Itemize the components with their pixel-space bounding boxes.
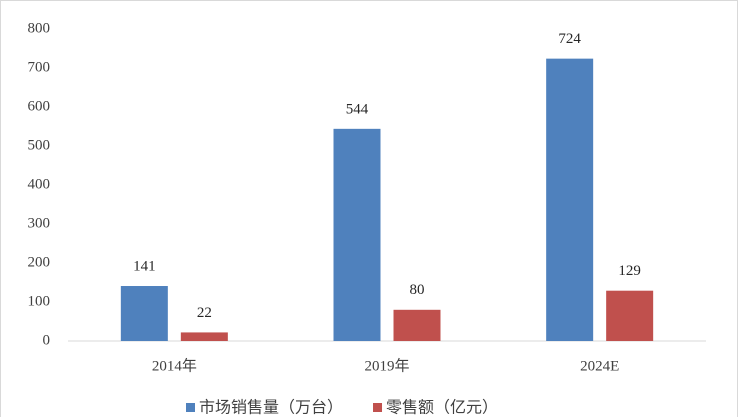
bar [546, 58, 594, 341]
data-label: 80 [410, 282, 425, 298]
y-tick-label: 0 [43, 332, 51, 348]
y-tick-label: 200 [28, 254, 51, 270]
y-tick-label: 500 [28, 137, 51, 153]
legend-swatch [373, 403, 383, 412]
data-label: 724 [558, 31, 581, 47]
data-label: 22 [197, 305, 212, 321]
bar [393, 309, 441, 341]
data-label: 544 [346, 101, 369, 117]
x-tick-label: 2014年 [152, 357, 197, 374]
legend-label: 零售额（亿元） [386, 399, 498, 417]
bar [333, 128, 381, 341]
x-tick-label: 2019年 [364, 357, 409, 374]
y-tick-label: 600 [28, 98, 51, 114]
y-tick-label: 100 [28, 293, 51, 309]
x-tick-label: 2024E [580, 358, 619, 374]
bar [606, 290, 654, 341]
legend-swatch [186, 403, 195, 412]
y-tick-label: 700 [28, 59, 51, 75]
data-label: 129 [618, 263, 641, 279]
y-tick-label: 300 [28, 215, 51, 231]
y-tick-label: 800 [28, 20, 51, 36]
data-label: 141 [133, 258, 156, 274]
legend-label: 市场销售量（万台） [199, 399, 343, 417]
y-tick-label: 400 [28, 176, 51, 192]
bar [120, 286, 168, 341]
bar [180, 332, 228, 341]
